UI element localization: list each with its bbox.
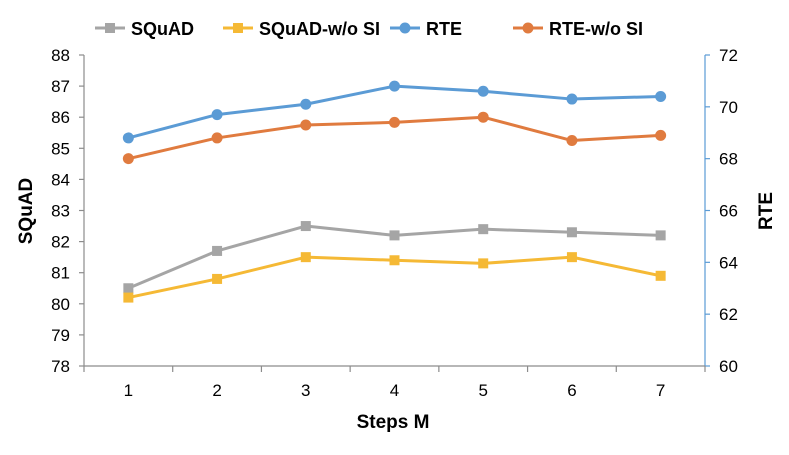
x-axis-title: Steps M bbox=[357, 412, 430, 433]
data-point bbox=[655, 129, 667, 141]
series-3 bbox=[122, 111, 667, 165]
y-axis-left-title: SQuAD bbox=[16, 178, 37, 245]
y-right-tick-label: 72 bbox=[719, 46, 738, 65]
data-point bbox=[123, 292, 134, 303]
y-axis-right-title: RTE bbox=[756, 192, 777, 230]
legend-label: RTE-w/o SI bbox=[549, 19, 643, 39]
data-point bbox=[478, 258, 489, 269]
legend-item: RTE-w/o SI bbox=[513, 19, 643, 39]
y-right-tick-label: 68 bbox=[719, 150, 738, 169]
legend-swatch-marker bbox=[399, 22, 411, 34]
data-point bbox=[655, 90, 667, 102]
data-point bbox=[478, 224, 489, 235]
data-point bbox=[477, 111, 489, 123]
data-point bbox=[566, 252, 577, 263]
x-tick-label: 5 bbox=[478, 381, 487, 400]
data-point bbox=[389, 255, 400, 266]
data-point bbox=[300, 252, 311, 263]
data-point bbox=[211, 132, 223, 144]
axes: 78 79 80 81 82 83 84 85 86 87 88 60 62 64 66 68 70 72 1 2 3 4… bbox=[51, 46, 738, 400]
legend-item: SQuAD bbox=[95, 19, 194, 39]
data-point bbox=[212, 273, 223, 284]
y-left-tick-label: 85 bbox=[51, 139, 70, 158]
data-point bbox=[122, 153, 134, 165]
data-point bbox=[566, 135, 578, 147]
x-tick-label: 1 bbox=[124, 381, 133, 400]
y-left-tick-label: 88 bbox=[51, 46, 70, 65]
data-point bbox=[211, 109, 223, 121]
data-point bbox=[389, 230, 400, 241]
data-point bbox=[389, 116, 400, 128]
series-0 bbox=[123, 221, 666, 294]
data-point bbox=[123, 283, 134, 294]
y-left-tick-label: 87 bbox=[51, 77, 70, 96]
data-point bbox=[655, 230, 666, 241]
y-left-tick-label: 80 bbox=[51, 295, 70, 314]
x-tick-label: 7 bbox=[656, 381, 665, 400]
x-tick-label: 6 bbox=[567, 381, 576, 400]
data-point bbox=[655, 270, 666, 281]
x-tick-label: 2 bbox=[212, 381, 221, 400]
y-right-tick-label: 66 bbox=[719, 202, 738, 221]
legend-label: SQuAD bbox=[131, 19, 194, 39]
y-left-tick-label: 86 bbox=[51, 108, 70, 127]
y-right-tick-label: 62 bbox=[719, 305, 738, 324]
y-left-tick-label: 78 bbox=[51, 357, 70, 376]
legend-swatch-marker bbox=[233, 23, 243, 33]
y-left-tick-label: 79 bbox=[51, 326, 70, 345]
legend-item: SQuAD-w/o SI bbox=[223, 19, 380, 39]
data-point bbox=[566, 93, 578, 105]
data-point bbox=[300, 221, 311, 232]
y-left-tick-label: 83 bbox=[51, 202, 70, 221]
x-tick-label: 4 bbox=[390, 381, 399, 400]
legend-swatch-marker bbox=[522, 22, 534, 34]
legend: SQuAD SQuAD-w/o SI RTE RTE-w/o SI bbox=[95, 19, 643, 39]
y-left-tick-label: 81 bbox=[51, 264, 70, 283]
y-left-tick-label: 82 bbox=[51, 233, 70, 252]
data-point bbox=[212, 245, 223, 256]
series-layer bbox=[122, 80, 667, 303]
y-right-tick-label: 64 bbox=[719, 253, 738, 272]
legend-swatch-marker bbox=[105, 23, 115, 33]
legend-label: RTE bbox=[426, 19, 462, 39]
data-point bbox=[122, 132, 134, 144]
series-line bbox=[127, 84, 661, 140]
data-point bbox=[566, 227, 577, 238]
data-point bbox=[389, 80, 400, 92]
y-right-tick-label: 70 bbox=[719, 98, 738, 117]
x-tick-label: 3 bbox=[301, 381, 310, 400]
series-2 bbox=[122, 80, 667, 144]
data-point bbox=[300, 98, 312, 110]
data-point bbox=[477, 85, 489, 97]
y-left-tick-label: 84 bbox=[51, 170, 70, 189]
y-right-tick-label: 60 bbox=[719, 357, 738, 376]
legend-item: RTE bbox=[390, 19, 462, 39]
legend-label: SQuAD-w/o SI bbox=[259, 19, 380, 39]
series-1 bbox=[123, 252, 666, 303]
data-point bbox=[300, 119, 312, 131]
